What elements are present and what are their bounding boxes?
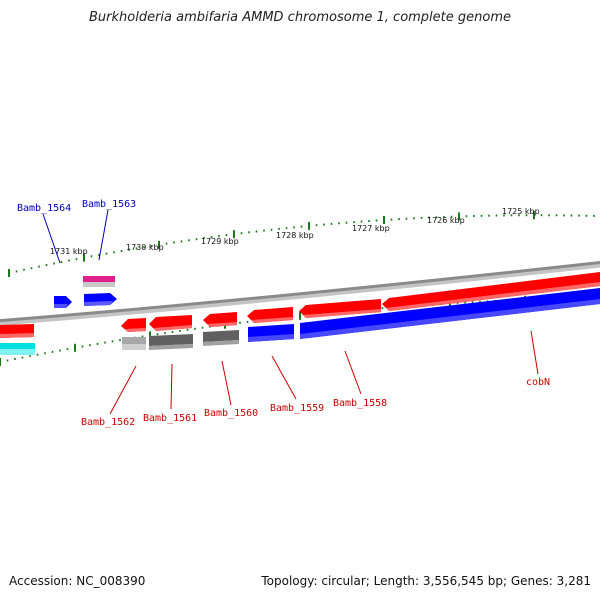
leader-cobn xyxy=(530,330,539,375)
gene-cobn-shade xyxy=(386,282,600,311)
gene-bamb-1558-shade xyxy=(300,299,600,339)
outer-tick-ring xyxy=(8,211,595,277)
leader-bamb-1563 xyxy=(98,209,109,261)
gene-bamb-1563-shade xyxy=(84,301,113,306)
gene-bamb-1562-shade xyxy=(125,328,146,332)
feature-gray-3[interactable] xyxy=(203,330,239,342)
gene-bamb-1560-shade xyxy=(207,322,237,327)
gene-label-bamb-1564[interactable]: Bamb_1564 xyxy=(17,203,71,214)
scale-label-1730: 1730 kbp xyxy=(126,243,164,252)
gene-left-edge-red-shade xyxy=(0,333,34,338)
scale-label-1729: 1729 kbp xyxy=(201,237,239,246)
gene-label-bamb-1563[interactable]: Bamb_1563 xyxy=(82,199,136,210)
feature-gray-2[interactable] xyxy=(149,334,193,346)
scale-label-1731: 1731 kbp xyxy=(50,247,88,256)
scale-label-1728: 1728 kbp xyxy=(276,231,314,240)
gene-cobn[interactable] xyxy=(382,272,600,311)
gene-label-bamb-1562[interactable]: Bamb_1562 xyxy=(81,417,135,428)
leader-bamb-1558 xyxy=(344,350,362,395)
leader-lines xyxy=(42,209,539,415)
gene-label-bamb-1559[interactable]: Bamb_1559 xyxy=(270,403,324,414)
leader-bamb-1561 xyxy=(170,363,173,410)
scale-label-1727: 1727 kbp xyxy=(352,224,390,233)
feature-gray-3-shade xyxy=(203,340,239,346)
gene-bamb-1561-shade xyxy=(153,325,192,331)
leader-bamb-1562 xyxy=(109,365,137,415)
map-title: Burkholderia ambifaria AMMD chromosome 1… xyxy=(88,10,512,25)
gray-features xyxy=(122,330,239,350)
scale-label-1725: 1725 kbp xyxy=(502,207,540,216)
gene-label-bamb-1560[interactable]: Bamb_1560 xyxy=(204,408,258,419)
feature-gray-2-shade xyxy=(149,344,193,350)
gene-bamb-1559-shade xyxy=(248,334,294,342)
feature-cyan-shade xyxy=(0,349,35,355)
gene-label-cobn[interactable]: cobN xyxy=(526,377,550,388)
leader-bamb-1564 xyxy=(42,213,61,264)
feature-gray-1[interactable] xyxy=(122,337,146,344)
feature-gray-1-shade xyxy=(122,344,146,350)
gene-red-5-shade xyxy=(303,309,381,318)
feature-pink[interactable] xyxy=(83,276,115,282)
feature-cyan[interactable] xyxy=(0,343,35,349)
gene-bamb-1564-shade xyxy=(54,304,68,308)
leader-bamb-1560 xyxy=(221,360,232,406)
gene-label-bamb-1561[interactable]: Bamb_1561 xyxy=(143,413,197,424)
backbone-shadow xyxy=(0,261,600,326)
backbone xyxy=(0,261,600,323)
feature-pink-shade xyxy=(83,282,115,287)
reverse-strand-features xyxy=(248,288,600,342)
genome-summary-text: Topology: circular; Length: 3,556,545 bp… xyxy=(261,574,591,588)
accession-text: Accession: NC_008390 xyxy=(9,574,146,588)
red-cds-row xyxy=(0,272,600,338)
gene-label-bamb-1558[interactable]: Bamb_1558 xyxy=(333,398,387,409)
leader-bamb-1559 xyxy=(271,355,297,400)
forward-strand-features xyxy=(54,276,117,308)
scale-label-1726: 1726 kbp xyxy=(427,216,465,225)
gene-red-4-shade xyxy=(251,317,293,323)
